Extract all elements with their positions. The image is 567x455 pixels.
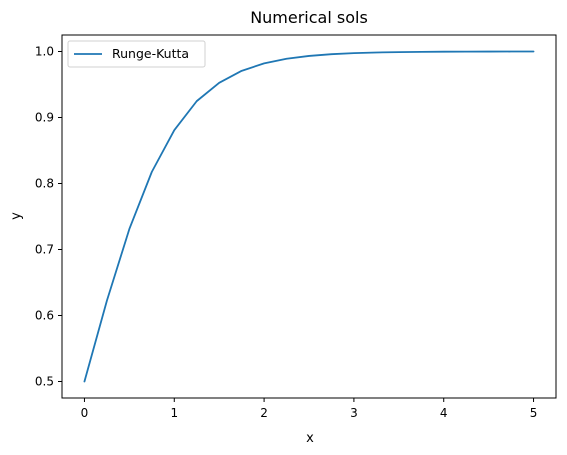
y-tick-label: 0.6: [35, 309, 54, 323]
y-tick-label: 1.0: [35, 45, 54, 59]
ticks: 0 1 2 3 4 5 0.5 0.6 0.7 0.8 0.9 1.0: [35, 45, 537, 421]
axes: [61, 34, 557, 399]
x-tick-label: 5: [530, 406, 538, 420]
plot-area: [83, 50, 535, 383]
legend: Runge-Kutta: [67, 40, 206, 68]
y-tick-label: 0.8: [35, 177, 54, 191]
legend-label: Runge-Kutta: [112, 46, 189, 61]
x-tick-label: 2: [260, 406, 268, 420]
x-tick-label: 4: [440, 406, 448, 420]
plot-frame: [61, 34, 557, 399]
x-axis-label: x: [306, 431, 314, 446]
chart-title: Numerical sols: [250, 8, 368, 27]
x-tick-label: 0: [81, 406, 89, 420]
y-axis-label: y: [9, 212, 24, 220]
x-tick-label: 3: [350, 406, 358, 420]
series-line-runge-kutta: [83, 50, 535, 383]
legend-box: [67, 40, 206, 68]
y-tick-label: 0.9: [35, 111, 54, 125]
y-tick-label: 0.7: [35, 243, 54, 257]
x-tick-label: 1: [170, 406, 178, 420]
y-tick-label: 0.5: [35, 375, 54, 389]
